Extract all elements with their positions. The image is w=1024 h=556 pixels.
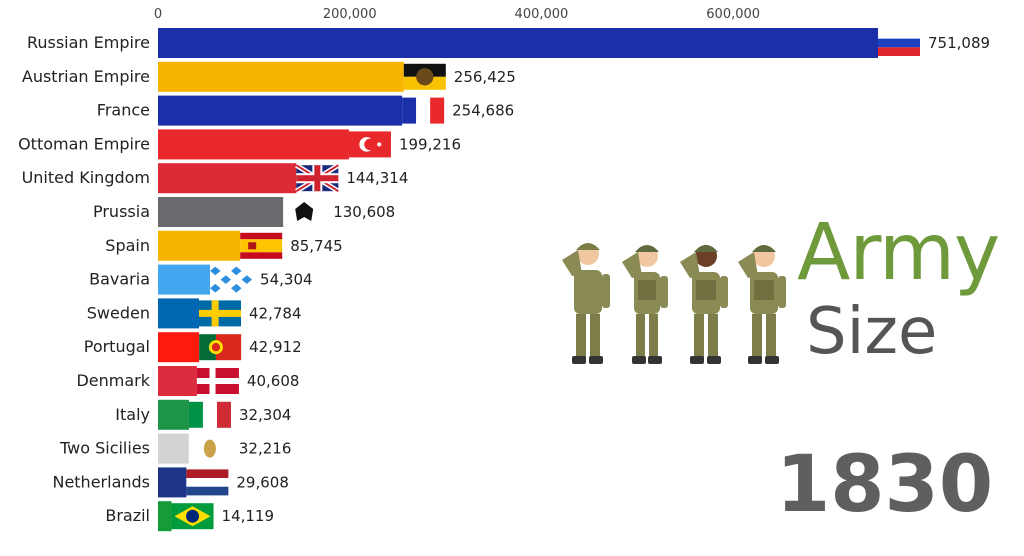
value-label: 130,608 xyxy=(333,203,395,221)
flag-brazil-icon xyxy=(171,503,214,530)
saluting-soldiers-illustration xyxy=(562,243,786,364)
value-label: 40,608 xyxy=(247,372,300,390)
value-label: 42,912 xyxy=(249,338,302,356)
bar xyxy=(158,399,189,430)
bar xyxy=(158,129,349,160)
category-label: Russian Empire xyxy=(27,33,150,52)
value-label: 32,216 xyxy=(239,440,291,458)
category-label: Prussia xyxy=(93,202,150,221)
bar xyxy=(158,197,284,227)
value-label: 32,304 xyxy=(239,406,291,424)
category-label: Portugal xyxy=(84,337,150,356)
bar xyxy=(158,264,211,295)
category-label: Two Sicilies xyxy=(59,439,150,458)
value-label: 199,216 xyxy=(399,135,461,153)
bar xyxy=(158,501,172,532)
bar xyxy=(158,433,189,464)
soldier-3 xyxy=(680,245,728,364)
category-label: Italy xyxy=(115,405,150,424)
category-label: Denmark xyxy=(76,371,150,390)
flag-uk-icon xyxy=(295,163,340,194)
value-label: 54,304 xyxy=(260,271,313,289)
title-army: Army xyxy=(797,208,1000,298)
soldier-4 xyxy=(738,245,786,364)
category-label: Netherlands xyxy=(52,472,150,491)
bar xyxy=(158,61,404,92)
bar xyxy=(158,230,241,261)
category-label: Austrian Empire xyxy=(22,67,150,86)
value-label: 254,686 xyxy=(452,102,514,120)
value-label: 256,425 xyxy=(454,68,516,86)
axis-tick-label: 600,000 xyxy=(706,7,760,22)
soldier-2 xyxy=(622,245,668,364)
category-label: Bavaria xyxy=(89,270,150,289)
flag-italy-icon xyxy=(188,401,231,428)
flag-france-icon xyxy=(402,97,445,124)
flag-two-sicilies-icon xyxy=(188,435,231,462)
bar xyxy=(158,332,200,363)
flag-ottoman-icon xyxy=(348,131,391,158)
flag-bavaria-icon xyxy=(210,266,253,293)
bar xyxy=(158,298,200,329)
value-label: 42,784 xyxy=(249,304,302,322)
category-label: France xyxy=(97,101,150,120)
axis-tick-label: 400,000 xyxy=(515,7,569,22)
flag-sweden-icon xyxy=(199,300,242,327)
flag-portugal-icon xyxy=(199,334,242,361)
category-label: Sweden xyxy=(87,303,150,322)
bar xyxy=(158,366,197,396)
category-label: Spain xyxy=(105,236,150,255)
flag-austria-icon xyxy=(403,63,446,90)
value-label: 751,089 xyxy=(928,34,990,52)
flag-prussia-icon xyxy=(283,199,326,225)
value-label: 144,314 xyxy=(346,169,408,187)
category-label: United Kingdom xyxy=(22,168,150,187)
title-size: Size xyxy=(806,295,938,369)
category-label: Ottoman Empire xyxy=(18,134,150,153)
bar xyxy=(158,163,297,194)
soldier-1 xyxy=(562,243,610,364)
flag-denmark-icon xyxy=(196,368,239,394)
bar xyxy=(158,95,403,126)
bar xyxy=(158,28,878,58)
value-label: 14,119 xyxy=(222,507,275,525)
flag-netherlands-icon xyxy=(186,469,229,496)
axis-tick-label: 200,000 xyxy=(323,7,377,22)
year-label: 1830 xyxy=(776,440,994,530)
flag-russia-icon xyxy=(878,30,920,56)
value-label: 85,745 xyxy=(290,237,343,255)
flag-spain-icon xyxy=(240,232,283,259)
category-label: Brazil xyxy=(105,506,150,525)
bar xyxy=(158,467,187,498)
value-label: 29,608 xyxy=(236,473,288,491)
axis-tick-label: 0 xyxy=(154,7,162,22)
